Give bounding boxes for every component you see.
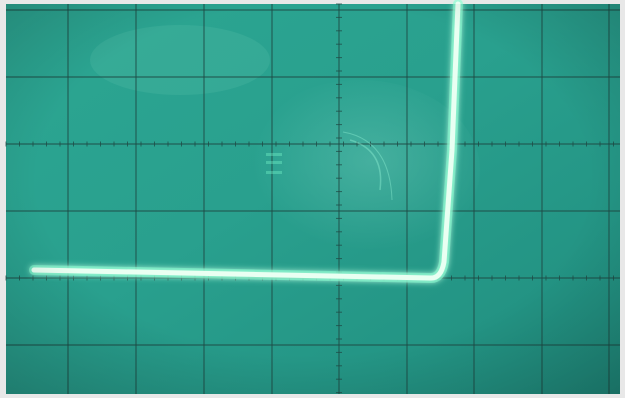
screen-vignette	[6, 4, 620, 394]
